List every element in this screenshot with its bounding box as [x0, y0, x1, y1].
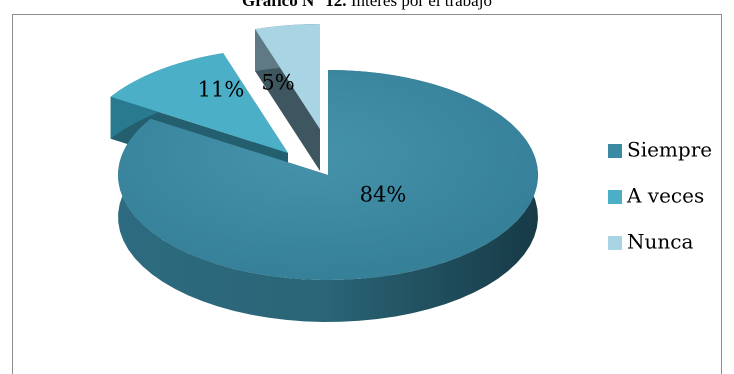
pie-slice-nunca: [255, 24, 320, 129]
chart-title-text: Interés por el trabajo: [350, 0, 492, 10]
pie-labels: 84% 11% 5%: [198, 71, 407, 207]
chart-title: Gráfico N° 12. Interés por el trabajo: [0, 0, 734, 11]
slice-label-a-veces: 11%: [198, 78, 245, 102]
legend: Siempre A veces Nunca: [608, 138, 712, 254]
chart-frame: [12, 14, 722, 374]
legend-label: A veces: [626, 184, 704, 208]
pie-slices: [110, 24, 539, 322]
pie-slice-a-veces: [110, 53, 289, 153]
chart-title-number: Gráfico N° 12.: [242, 0, 347, 10]
legend-swatch: [608, 236, 622, 250]
slice-label-nunca: 5%: [261, 71, 294, 95]
legend-label: Nunca: [627, 230, 693, 254]
slice-label-siempre: 84%: [360, 183, 407, 207]
pie-slice-siempre: [117, 70, 539, 280]
legend-label: Siempre: [627, 138, 712, 162]
legend-swatch: [608, 144, 622, 158]
legend-swatch: [608, 190, 622, 204]
